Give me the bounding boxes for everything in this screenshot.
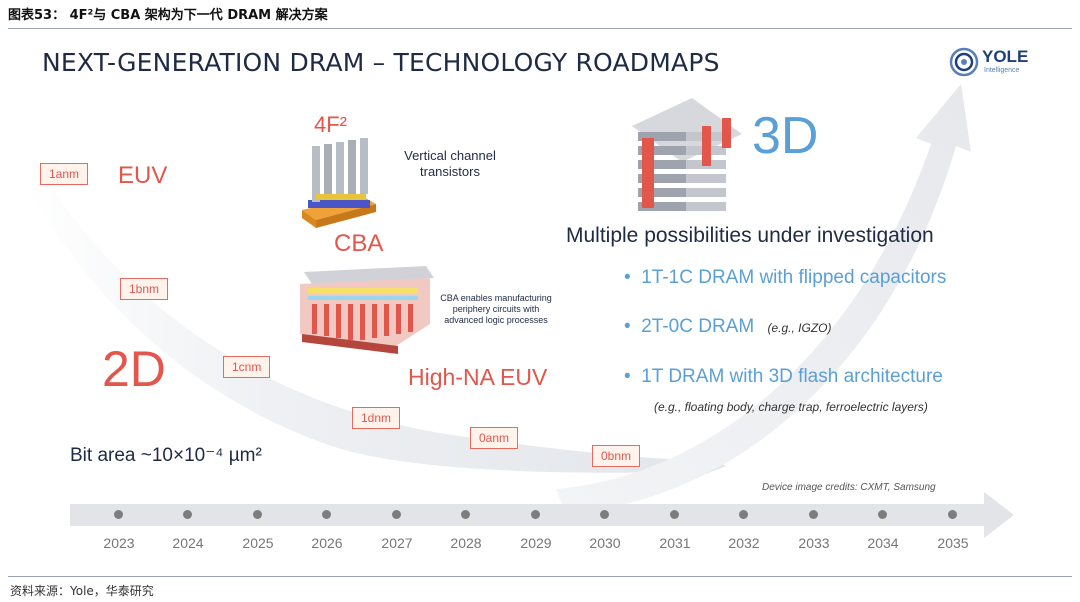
3d-trend-arrow	[556, 84, 971, 514]
bullet-2-text: 2T-0C DRAM	[641, 316, 755, 337]
image-credits: Device image credits: CXMT, Samsung	[762, 482, 936, 493]
roadmap-slide: NEXT-GENERATION DRAM – TECHNOLOGY ROADMA…	[26, 34, 1056, 569]
timeline-dot	[739, 510, 748, 519]
possibilities-title: Multiple possibilities under investigati…	[566, 224, 934, 247]
timeline-dot	[809, 510, 818, 519]
node-1bnm: 1bnm	[120, 278, 169, 300]
year-2035: 2035	[937, 535, 969, 551]
node-0bnm: 0bnm	[592, 445, 641, 467]
year-2029: 2029	[520, 535, 552, 551]
year-2025: 2025	[242, 535, 274, 551]
year-2030: 2030	[589, 535, 621, 551]
timeline-dot	[392, 510, 401, 519]
timeline-dot	[114, 510, 123, 519]
bullet-dot: •	[624, 366, 642, 387]
2d-trend-arrow	[26, 144, 726, 482]
yole-wordmark: YOLE	[982, 47, 1029, 66]
timeline-dot	[183, 510, 192, 519]
bullet-1: • 1T-1C DRAM with flipped capacitors	[624, 267, 946, 289]
year-2031: 2031	[659, 535, 691, 551]
year-2034: 2034	[867, 535, 899, 551]
timeline-dot	[322, 510, 331, 519]
bullet-3-note: (e.g., floating body, charge trap, ferro…	[654, 400, 928, 414]
2d-label: 2D	[102, 341, 166, 397]
bullet-dot: •	[624, 267, 642, 288]
year-2024: 2024	[172, 535, 204, 551]
year-2028: 2028	[450, 535, 482, 551]
yole-swirl-icon	[949, 47, 979, 77]
figure-caption: 图表53： 4F²与 CBA 架构为下一代 DRAM 解决方案	[8, 8, 328, 23]
bullet-dot: •	[624, 316, 642, 337]
bullet-3-text: 1T DRAM with 3D flash architecture	[641, 366, 943, 387]
node-1dnm: 1dnm	[352, 407, 401, 429]
year-2027: 2027	[381, 535, 413, 551]
slide-title: NEXT-GENERATION DRAM – TECHNOLOGY ROADMA…	[42, 48, 720, 77]
timeline-dot	[531, 510, 540, 519]
timeline-dot	[948, 510, 957, 519]
vertical-channel-note: Vertical channel transistors	[398, 148, 502, 180]
timeline-dot	[600, 510, 609, 519]
year-2033: 2033	[798, 535, 830, 551]
year-2026: 2026	[311, 535, 343, 551]
yole-subtitle: Intelligence	[984, 67, 1020, 74]
node-1cnm: 1cnm	[223, 356, 271, 378]
bit-area-label: Bit area ~10×10⁻⁴ µm²	[70, 445, 262, 466]
source-note: 资料来源：Yole，华泰研究	[10, 584, 154, 598]
4f2-label: 4F²	[314, 112, 347, 137]
timeline-dot	[878, 510, 887, 519]
3d-label: 3D	[752, 107, 819, 165]
year-2032: 2032	[728, 535, 760, 551]
cba-note-line1: CBA enables manufacturing	[440, 293, 552, 303]
euv-label: EUV	[118, 162, 168, 189]
timeline-arrow	[70, 492, 1014, 538]
high-na-euv-label: High-NA EUV	[408, 364, 548, 390]
timeline-dot	[253, 510, 262, 519]
caption-divider	[8, 28, 1072, 29]
footer-divider	[8, 576, 1072, 577]
bullet-3: • 1T DRAM with 3D flash architecture	[624, 366, 943, 388]
timeline-dot	[670, 510, 679, 519]
cba-note-line2: periphery circuits with	[452, 304, 540, 314]
cba-note-line3: advanced logic processes	[444, 315, 548, 325]
cba-note: CBA enables manufacturing periphery circ…	[432, 293, 560, 326]
vertical-channel-line1: Vertical channel	[404, 148, 496, 163]
node-0anm: 0anm	[470, 427, 519, 449]
cba-illustration	[300, 266, 434, 354]
bullet-1-text: 1T-1C DRAM with flipped capacitors	[641, 267, 947, 288]
bullet-2-note: (e.g., IGZO)	[767, 321, 832, 335]
vertical-channel-illustration	[302, 138, 376, 228]
vertical-channel-line2: transistors	[420, 164, 480, 179]
timeline-dot	[461, 510, 470, 519]
year-2023: 2023	[103, 535, 135, 551]
3d-stack-illustration	[632, 98, 742, 211]
node-1anm: 1anm	[40, 163, 89, 185]
bullet-2: • 2T-0C DRAM (e.g., IGZO)	[624, 316, 831, 338]
yole-logo: YOLE Intelligence	[948, 44, 1038, 84]
roadmap-graphics	[26, 84, 1014, 538]
cba-label: CBA	[334, 230, 384, 257]
